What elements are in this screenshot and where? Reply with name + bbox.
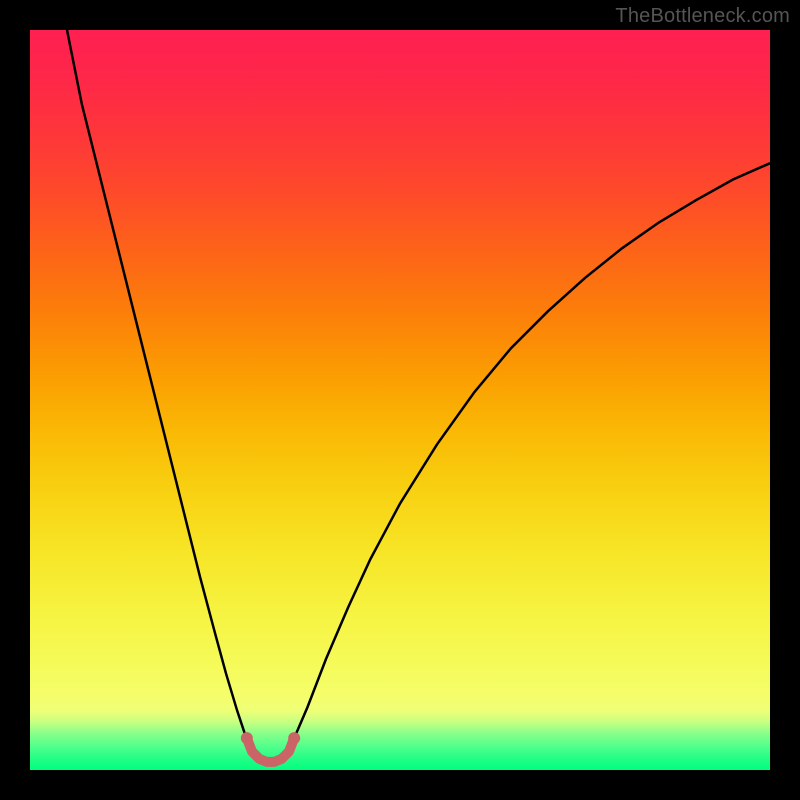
gradient-rect bbox=[30, 30, 770, 770]
plot-area bbox=[30, 30, 770, 770]
watermark-text: TheBottleneck.com bbox=[615, 5, 790, 28]
chart-container: TheBottleneck.com bbox=[0, 0, 800, 800]
plot-background-gradient bbox=[30, 30, 770, 770]
